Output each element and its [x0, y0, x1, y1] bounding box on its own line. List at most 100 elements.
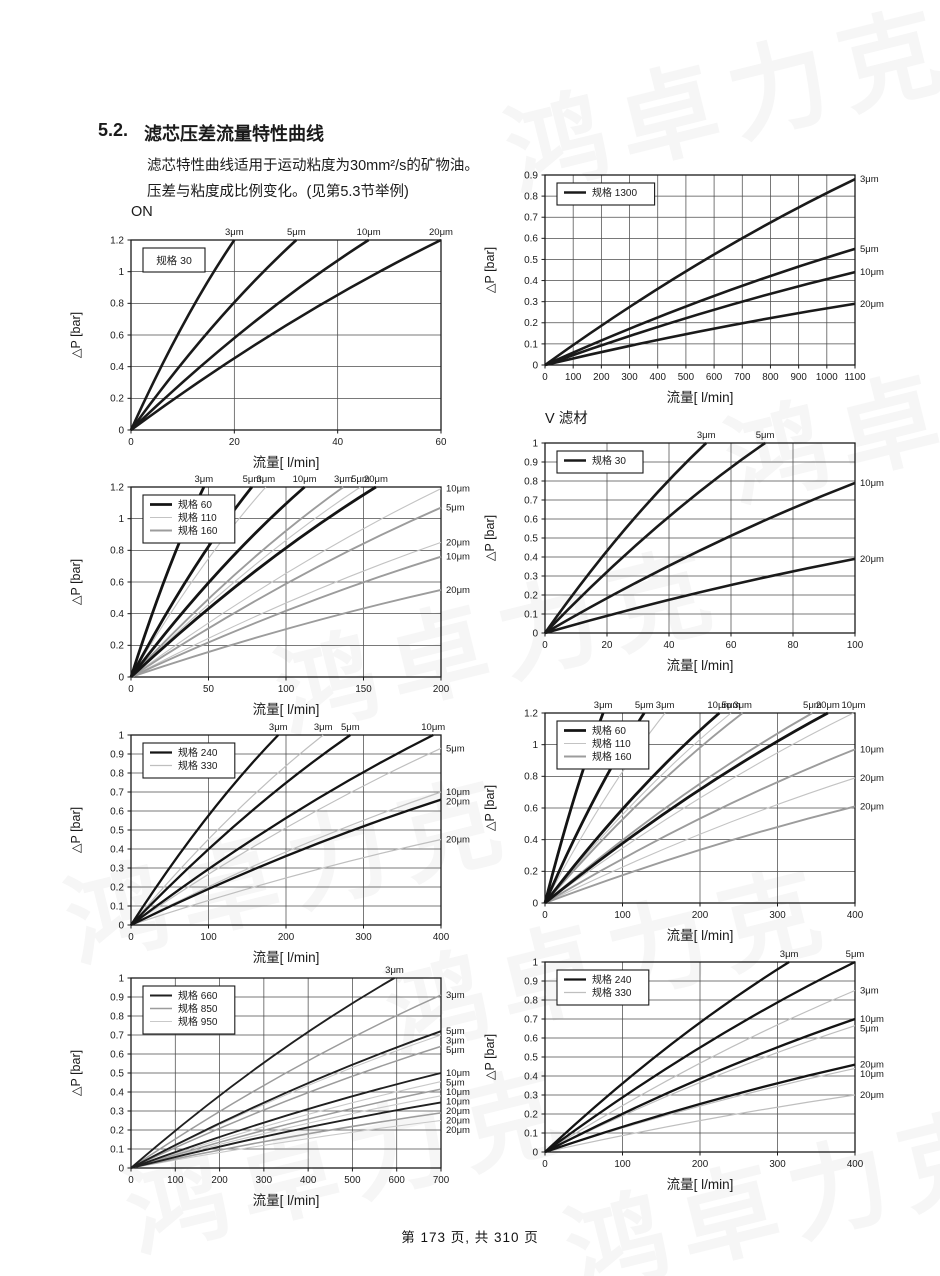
svg-text:规格 660: 规格 660: [178, 989, 218, 1002]
svg-text:0.5: 0.5: [524, 533, 538, 544]
svg-text:0.9: 0.9: [524, 976, 538, 987]
svg-text:20μm: 20μm: [860, 1090, 884, 1101]
chart-size660-850-950: 0 100 200 300 400 500 600 700 0 0.1 0.2 0.3 0.4 0.5 0.…: [67, 960, 487, 1219]
svg-text:0: 0: [118, 1163, 124, 1174]
svg-text:300: 300: [769, 910, 786, 921]
svg-text:1: 1: [118, 973, 124, 984]
svg-text:60: 60: [436, 437, 447, 448]
svg-text:800: 800: [762, 372, 779, 383]
svg-text:10μm: 10μm: [860, 1014, 884, 1025]
svg-text:10μm: 10μm: [446, 1087, 470, 1098]
svg-text:20μm: 20μm: [446, 537, 470, 548]
svg-text:0.2: 0.2: [110, 641, 124, 652]
svg-text:5μm: 5μm: [446, 1045, 465, 1056]
svg-text:0: 0: [532, 898, 538, 909]
chart-canvas-size60-110-160-b: 0 100 200 300 400 0 0.2 0.4 0.6 0.8 1 1.2 流量[ l/min]…: [481, 695, 901, 954]
svg-text:20μm: 20μm: [364, 474, 388, 485]
svg-text:3μm: 3μm: [697, 430, 716, 441]
svg-text:0.2: 0.2: [110, 1125, 124, 1136]
svg-text:10μm: 10μm: [860, 1069, 884, 1080]
svg-text:1.2: 1.2: [110, 482, 124, 493]
svg-text:0: 0: [128, 437, 134, 448]
svg-text:规格 60: 规格 60: [178, 498, 212, 511]
svg-text:200: 200: [278, 932, 295, 943]
svg-text:0.4: 0.4: [524, 552, 538, 563]
svg-text:3μm: 3μm: [594, 700, 613, 711]
svg-text:3μm: 3μm: [446, 1036, 465, 1047]
svg-text:0.2: 0.2: [110, 882, 124, 893]
svg-text:0.3: 0.3: [524, 571, 538, 582]
svg-text:△P [bar]: △P [bar]: [483, 247, 497, 293]
svg-text:200: 200: [692, 910, 709, 921]
svg-text:0.7: 0.7: [524, 1014, 538, 1025]
svg-text:1100: 1100: [844, 372, 866, 383]
svg-text:0.8: 0.8: [110, 768, 124, 779]
svg-text:0: 0: [542, 910, 548, 921]
svg-text:100: 100: [278, 684, 295, 695]
svg-text:0.8: 0.8: [524, 995, 538, 1006]
svg-text:规格 850: 规格 850: [178, 1002, 218, 1015]
svg-text:150: 150: [355, 684, 372, 695]
chart-pretitle-v: V 滤材: [545, 411, 588, 427]
svg-text:规格 240: 规格 240: [178, 746, 218, 759]
svg-text:100: 100: [847, 640, 864, 651]
svg-text:20μm: 20μm: [860, 299, 884, 310]
svg-text:流量[ l/min]: 流量[ l/min]: [253, 950, 320, 965]
svg-text:5μm: 5μm: [860, 1024, 879, 1035]
svg-text:△P [bar]: △P [bar]: [483, 1034, 497, 1080]
svg-text:3μm: 3μm: [225, 227, 244, 238]
svg-text:10μm: 10μm: [446, 552, 470, 563]
svg-text:0: 0: [118, 425, 124, 436]
svg-text:10μm: 10μm: [860, 744, 884, 755]
svg-text:0.9: 0.9: [110, 749, 124, 760]
svg-text:20μm: 20μm: [446, 1116, 470, 1127]
svg-text:3μm: 3μm: [656, 700, 675, 711]
svg-text:40: 40: [332, 437, 343, 448]
svg-text:0.4: 0.4: [110, 844, 124, 855]
svg-text:1.2: 1.2: [524, 708, 538, 719]
svg-text:0: 0: [128, 684, 134, 695]
svg-text:10μm: 10μm: [446, 1068, 470, 1079]
chart-pretitle-on: ON: [131, 204, 153, 220]
page-title: 滤芯压差流量特性曲线: [144, 124, 325, 144]
svg-text:10μm: 10μm: [860, 478, 884, 489]
svg-text:1000: 1000: [816, 372, 838, 383]
svg-text:1.2: 1.2: [110, 235, 124, 246]
svg-text:3μm: 3μm: [314, 722, 333, 733]
chart-size30-on: ON 0 20 40 60 0 0.2 0.4 0.6 0.8 1 1.2 流量[ l/min] △P …: [67, 204, 487, 481]
svg-text:0.7: 0.7: [110, 1030, 124, 1041]
svg-text:0.9: 0.9: [524, 170, 538, 181]
svg-text:0.3: 0.3: [110, 1106, 124, 1117]
svg-text:3μm: 3μm: [446, 990, 465, 1001]
svg-text:流量[ l/min]: 流量[ l/min]: [667, 1177, 734, 1192]
svg-text:0: 0: [532, 360, 538, 371]
svg-text:0.6: 0.6: [524, 803, 538, 814]
svg-text:0: 0: [118, 920, 124, 931]
svg-text:700: 700: [433, 1175, 450, 1186]
svg-text:△P [bar]: △P [bar]: [69, 312, 83, 358]
svg-text:规格 110: 规格 110: [592, 737, 631, 750]
svg-text:0.1: 0.1: [524, 1128, 538, 1139]
chart-canvas-size60-110-160-a: 0 50 100 150 200 0 0.2 0.4 0.6 0.8 1 1.2 流量[ l/min] △…: [67, 469, 487, 728]
chart-size1300: 0 100 200 300 400 500 600 700 800 900 1000 1100 0 0.1…: [481, 157, 901, 416]
svg-text:20μm: 20μm: [816, 700, 840, 711]
svg-text:0.4: 0.4: [524, 835, 538, 846]
subtitle-line-1: 滤芯特性曲线适用于运动粘度为30mm²/s的矿物油。: [147, 158, 479, 174]
svg-text:0.8: 0.8: [524, 476, 538, 487]
svg-text:10μm: 10μm: [860, 267, 884, 278]
svg-text:400: 400: [650, 372, 667, 383]
svg-text:20μm: 20μm: [446, 797, 470, 808]
svg-text:0.1: 0.1: [524, 609, 538, 620]
svg-text:5μm: 5μm: [351, 474, 370, 485]
chart-size30-v: V 滤材 0 20 40 60 80 100 0 0.1 0.2 0.3 0.4 0.5 0.6 0.7 0…: [481, 407, 901, 684]
svg-text:0.9: 0.9: [110, 992, 124, 1003]
svg-text:5μm: 5μm: [860, 244, 879, 255]
svg-text:20μm: 20μm: [446, 1125, 470, 1136]
svg-text:1: 1: [118, 267, 124, 278]
chart-canvas-size240-330-b: 0 100 200 300 400 0 0.1 0.2 0.3 0.4 0.5 0.6 0.7 0.8 0.…: [481, 944, 901, 1203]
svg-text:0.6: 0.6: [110, 1049, 124, 1060]
svg-text:△P [bar]: △P [bar]: [69, 559, 83, 605]
svg-text:5μm: 5μm: [722, 700, 741, 711]
svg-text:5μm: 5μm: [846, 949, 865, 960]
svg-text:50: 50: [203, 684, 214, 695]
